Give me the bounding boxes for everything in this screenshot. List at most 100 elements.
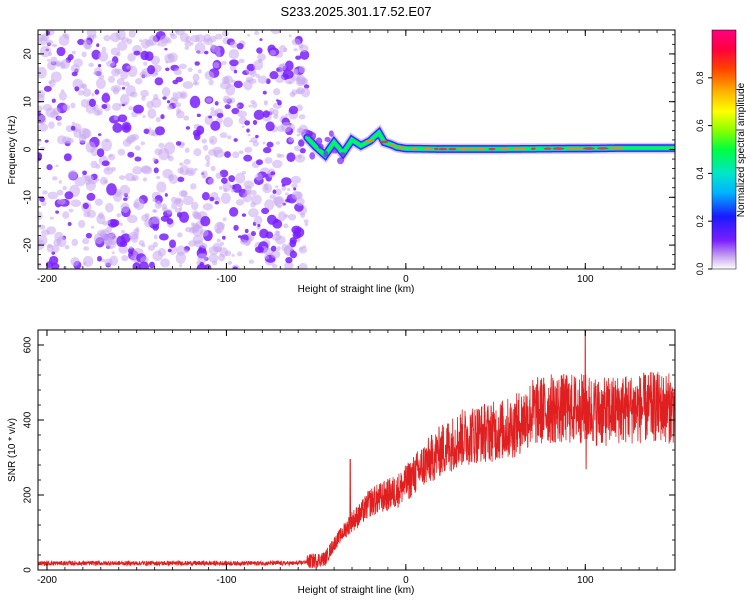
spectrogram-noise-blob [237,235,242,239]
spectrogram-noise-blob [51,244,60,253]
spectrogram-noise-blob [283,47,288,53]
spectrogram-noise-blob [248,78,257,84]
spectrogram-noise-blob [152,157,157,162]
spectrogram-noise-blob [142,177,148,182]
spectrogram-noise-blob [296,133,301,137]
spectrogram-noise-blob [299,44,309,53]
spectrogram-noise-blob [298,139,305,147]
spectrogram-noise-blob [220,60,227,65]
spectrogram-noise-blob [70,199,82,208]
spectrogram-noise-blob [82,39,92,50]
spectrogram-noise-blob [156,181,167,193]
spectrogram-y-tick-label: 10 [23,96,34,108]
spectrogram-noise-blob [160,258,170,268]
spectrogram-noise-blob [135,226,140,233]
spectrogram-noise-blob [230,188,235,193]
spectrogram-y-tick-label: -10 [23,190,34,205]
spectrogram-noise-blob [291,225,302,235]
spectrogram-noise-blob [291,89,298,96]
spectrogram-noise-blob [119,222,123,226]
spectrogram-onset-blob [318,143,324,150]
spectrogram-hot-spot [468,147,475,151]
spectrogram-noise-blob [243,154,253,162]
spectrogram-noise-blob [275,141,281,145]
spectrogram-noise-blob [288,34,292,38]
spectrogram-noise-blob [295,79,305,87]
spectrogram-noise-blob [161,203,167,210]
spectrogram-noise-blob [227,135,232,140]
spectrogram-noise-blob [83,246,90,251]
spectrogram-noise-blob [101,93,111,103]
spectrogram-noise-blob [204,50,209,55]
spectrogram-noise-blob [219,132,228,139]
spectrogram-noise-blob [221,30,229,37]
spectrogram-noise-blob [231,79,236,83]
spectrogram-noise-blob [176,108,182,115]
spectrogram-noise-blob [167,104,173,110]
spectrogram-noise-blob [128,30,136,38]
spectrogram-noise-blob [125,85,136,97]
spectrogram-noise-blob [128,106,134,111]
spectrogram-noise-blob [38,34,48,46]
spectrogram-noise-blob [141,166,153,175]
spectrogram-noise-blob [173,68,182,76]
spectrogram-noise-blob [97,133,102,136]
spectrogram-noise-blob [208,149,217,156]
spectrogram-noise-blob [38,111,42,117]
spectrogram-noise-blob [101,103,108,109]
spectrogram-noise-blob [179,263,183,268]
spectrogram-noise-blob [132,166,143,175]
spectrogram-noise-blob [91,92,95,97]
spectrogram-noise-blob [257,75,268,84]
spectrogram-noise-blob [152,241,158,248]
spectrogram-noise-blob [135,78,143,85]
spectrogram-noise-blob [166,218,174,225]
spectrogram-noise-blob [152,209,157,213]
spectrogram-hot-spot [609,146,621,150]
spectrogram-noise-blob [215,51,221,58]
spectrogram-noise-blob [55,210,60,214]
spectrogram-noise-blob [224,151,231,158]
spectrogram-noise-blob [93,71,97,75]
spectrogram-noise-blob [215,33,223,40]
spectrogram-noise-blob [141,243,146,248]
spectrogram-noise-blob [167,248,172,253]
spectrogram-noise-blob [182,195,194,206]
spectrogram-noise-blob [250,231,256,237]
spectrogram-noise-blob [60,59,70,69]
spectrogram-noise-blob [141,95,146,101]
spectrogram-noise-blob [222,235,226,240]
spectrogram-noise-blob [294,154,306,163]
spectrogram-noise-blob [190,41,194,46]
spectrogram-noise-blob [244,185,252,193]
spectrogram-noise-blob [210,165,216,172]
spectrogram-noise-blob [274,230,281,237]
spectrogram-noise-blob [127,151,135,158]
spectrogram-noise-blob [173,102,182,108]
spectrogram-noise-blob [124,101,128,106]
spectrogram-noise-blob [248,104,253,108]
spectrogram-noise-blob [172,92,177,98]
spectrogram-noise-blob [153,167,159,174]
spectrogram-hot-spot [365,139,375,143]
spectrogram-noise-blob [211,45,221,53]
spectrogram-hot-spot [596,147,609,150]
spectrogram-noise-blob [132,262,141,269]
spectrogram-image [38,30,675,269]
spectrogram-noise-blob [70,257,80,266]
spectrogram-noise-blob [177,232,183,238]
spectrogram-noise-blob [205,163,210,167]
spectrogram-noise-blob [244,146,253,153]
spectrogram-noise-blob [105,226,113,233]
spectrogram-noise-blob [148,127,152,131]
spectrogram-noise-blob [244,228,249,234]
spectrogram-noise-blob [121,36,129,43]
spectrogram-noise-blob [247,133,251,137]
spectrogram-hot-spot [389,144,397,147]
spectrogram-noise-blob [202,174,207,179]
spectrogram-noise-blob [304,222,309,227]
spectrogram-noise-blob [62,185,67,191]
spectrogram-noise-blob [64,191,74,200]
spectrogram-noise-blob [254,246,265,254]
spectrogram-noise-blob [259,38,263,42]
